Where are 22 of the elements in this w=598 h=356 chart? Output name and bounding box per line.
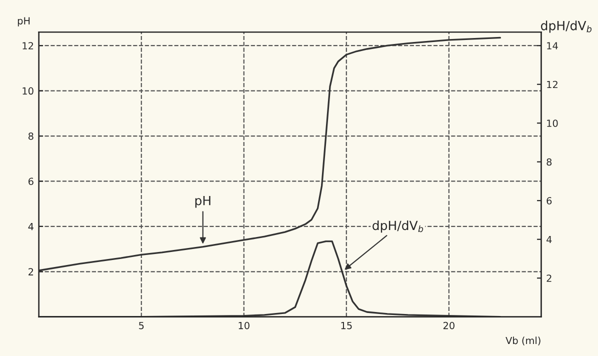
y2-tick-label: 12 <box>547 80 558 88</box>
y-tick-label: 4 <box>28 223 34 230</box>
x-tick-label: 20 <box>443 322 454 330</box>
y-axis-title: pH <box>18 17 30 26</box>
y2-tick-label: 4 <box>546 236 552 244</box>
annotation: dpH/dV$_{b}$ <box>372 220 424 233</box>
x-tick-label: 15 <box>341 322 352 330</box>
y-tick-label: 8 <box>28 132 34 140</box>
annotation: pH <box>195 196 210 208</box>
y-tick-label: 6 <box>28 178 34 186</box>
y2-axis-title: dpH/dV$_{b}$ <box>540 20 592 33</box>
y2-tick-label: 14 <box>547 42 558 50</box>
y2-tick-label: 2 <box>546 274 552 282</box>
y2-tick-label: 6 <box>546 197 552 204</box>
x-axis-title: Vb (ml) <box>506 336 540 346</box>
x-tick-label: 10 <box>238 322 250 330</box>
y-tick-label: 12 <box>22 42 34 50</box>
y2-tick-label: 10 <box>547 120 558 127</box>
x-tick-label: 5 <box>139 322 144 330</box>
y-tick-label: 2 <box>28 268 34 276</box>
y-tick-label: 10 <box>22 87 34 95</box>
y2-tick-label: 8 <box>546 158 552 166</box>
